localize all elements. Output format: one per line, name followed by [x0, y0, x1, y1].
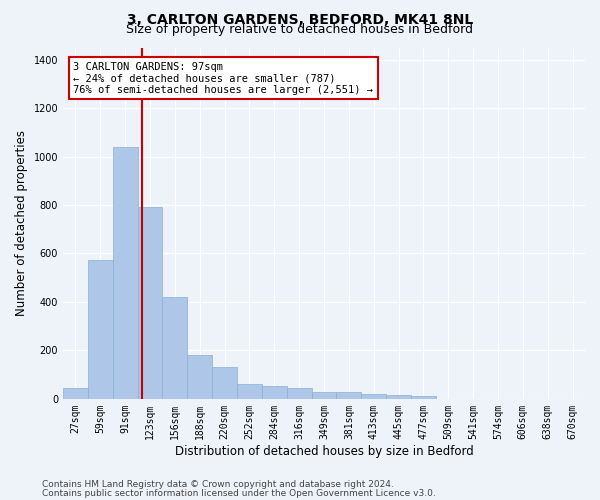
Text: Size of property relative to detached houses in Bedford: Size of property relative to detached ho… — [127, 22, 473, 36]
Bar — [361, 394, 386, 399]
Bar — [311, 392, 337, 399]
Bar — [88, 260, 113, 399]
Text: 3, CARLTON GARDENS, BEDFORD, MK41 8NL: 3, CARLTON GARDENS, BEDFORD, MK41 8NL — [127, 12, 473, 26]
Bar — [337, 392, 361, 399]
Text: 3 CARLTON GARDENS: 97sqm
← 24% of detached houses are smaller (787)
76% of semi-: 3 CARLTON GARDENS: 97sqm ← 24% of detach… — [73, 62, 373, 95]
Y-axis label: Number of detached properties: Number of detached properties — [15, 130, 28, 316]
Text: Contains public sector information licensed under the Open Government Licence v3: Contains public sector information licen… — [42, 488, 436, 498]
Bar — [212, 368, 237, 399]
Bar — [163, 297, 187, 399]
Bar — [411, 396, 436, 399]
X-axis label: Distribution of detached houses by size in Bedford: Distribution of detached houses by size … — [175, 444, 473, 458]
Bar — [287, 388, 311, 399]
Text: Contains HM Land Registry data © Crown copyright and database right 2024.: Contains HM Land Registry data © Crown c… — [42, 480, 394, 489]
Bar — [63, 388, 88, 399]
Bar — [113, 147, 137, 399]
Bar — [137, 208, 163, 399]
Bar — [237, 384, 262, 399]
Bar — [386, 395, 411, 399]
Bar — [187, 355, 212, 399]
Bar — [262, 386, 287, 399]
